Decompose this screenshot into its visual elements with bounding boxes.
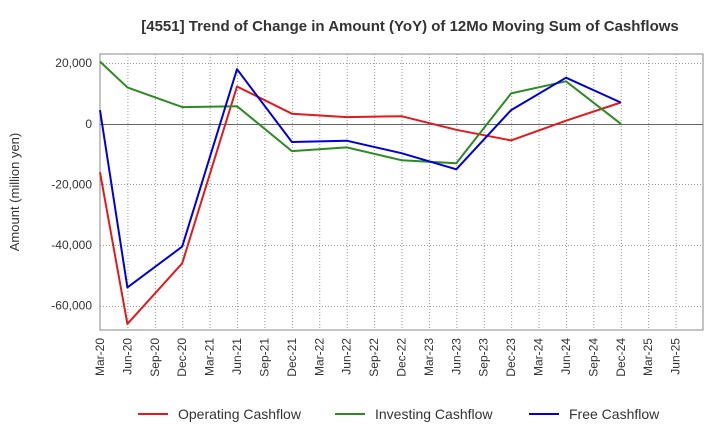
x-tick-label: Mar-24 <box>532 338 546 376</box>
y-axis-label: Amount (million yen) <box>7 133 22 252</box>
legend-label: Free Cashflow <box>569 406 660 422</box>
series-line-free-cashflow <box>99 68 622 289</box>
legend-label: Operating Cashflow <box>178 406 302 422</box>
x-tick-label: Mar-25 <box>641 338 655 376</box>
y-tick-label: -60,000 <box>51 299 92 313</box>
series-line-operating-cashflow <box>99 85 622 325</box>
x-tick-label: Sep-24 <box>586 338 600 377</box>
x-axis-ticks: Mar-20 Jun-20 Sep-20 Dec-20 Mar-21 Jun-21 Sep-… <box>93 338 683 377</box>
legend-label: Investing Cashflow <box>375 406 493 422</box>
y-tick-label: -40,000 <box>51 238 92 252</box>
x-tick-label: Mar-20 <box>93 338 107 376</box>
y-tick-label: 20,000 <box>55 56 92 70</box>
x-tick-label: Sep-20 <box>148 338 162 377</box>
x-tick-label: Sep-21 <box>257 338 271 377</box>
x-tick-label: Jun-23 <box>449 338 463 375</box>
x-tick-label: Jun-25 <box>669 338 683 375</box>
x-tick-label: Jun-24 <box>559 338 573 375</box>
x-tick-label: Dec-20 <box>175 338 189 377</box>
x-tick-label: Mar-23 <box>422 338 436 376</box>
y-axis-ticks: 20,000 0 -20,000 -40,000 -60,000 <box>51 56 92 313</box>
legend: Operating Cashflow Investing Cashflow Free… <box>138 406 660 422</box>
y-tick-label: 0 <box>85 117 92 131</box>
series-line-investing-cashflow <box>99 60 622 165</box>
x-tick-label: Sep-22 <box>367 338 381 377</box>
x-tick-label: Dec-21 <box>285 338 299 377</box>
x-tick-label: Dec-22 <box>395 338 409 377</box>
x-tick-label: Sep-23 <box>477 338 491 377</box>
x-tick-label: Dec-24 <box>614 338 628 377</box>
x-tick-label: Mar-21 <box>203 338 217 376</box>
x-tick-label: Jun-20 <box>120 338 134 375</box>
grid-lines <box>100 54 703 330</box>
chart-title: [4551] Trend of Change in Amount (YoY) o… <box>141 18 679 35</box>
x-tick-label: Dec-23 <box>504 338 518 377</box>
x-tick-label: Jun-21 <box>230 338 244 375</box>
y-tick-label: -20,000 <box>51 177 92 191</box>
x-tick-label: Mar-22 <box>312 338 326 376</box>
series-lines <box>99 60 622 325</box>
x-tick-label: Jun-22 <box>340 338 354 375</box>
